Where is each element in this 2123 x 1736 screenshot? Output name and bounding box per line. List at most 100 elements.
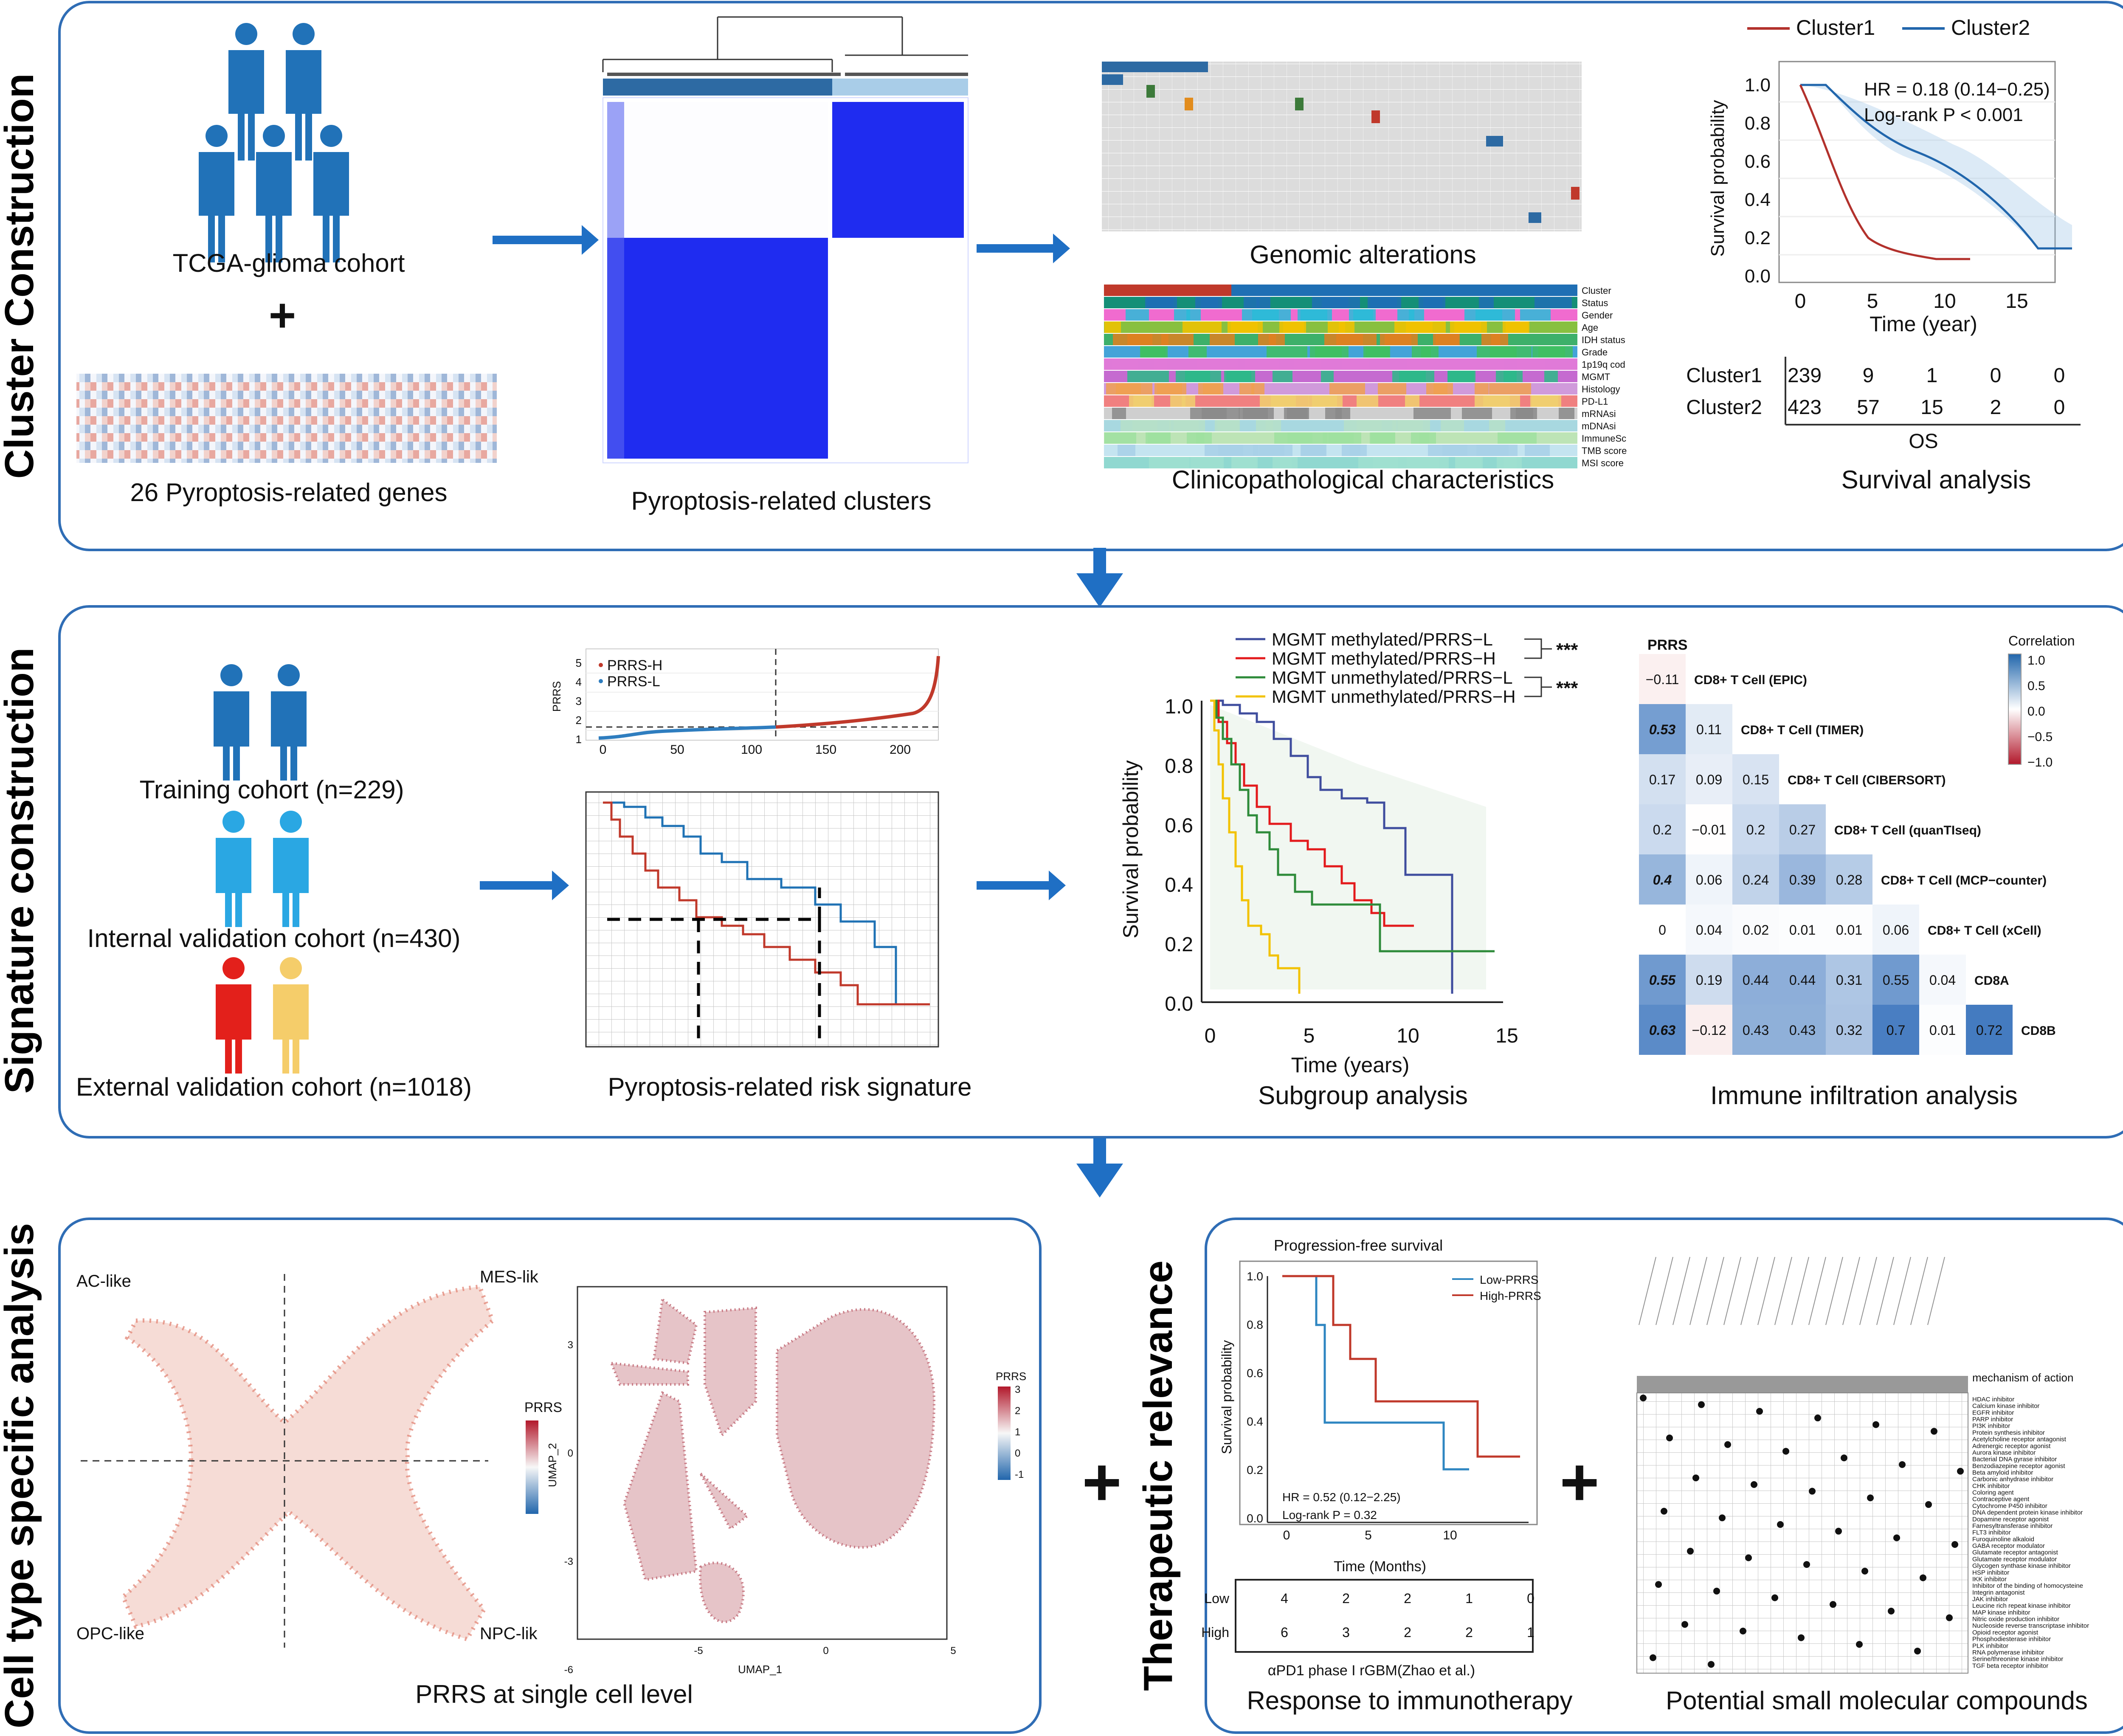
pfs-legend-high: High-PRRS [1480, 1289, 1541, 1302]
corr-value-3-0: 0.2 [1653, 822, 1672, 837]
pfs-hr: HR = 0.52 (0.12−2.25) [1282, 1491, 1401, 1504]
subgroup-ytick-2: 0.6 [1165, 814, 1193, 837]
compound-dot-2 [1756, 1408, 1763, 1415]
subgroup-ytick-3: 0.4 [1165, 874, 1193, 896]
umap-legend-tick-4: -1 [1015, 1469, 1024, 1480]
arrow-down-icon [1076, 548, 1123, 607]
moa-item-14: Coloring agent [1972, 1489, 2014, 1496]
corr-cell-7-0 [1639, 1005, 1686, 1055]
compound-dot-4 [1872, 1421, 1879, 1428]
corr-cell-2-1 [1686, 754, 1732, 804]
umap-legend-tick-0: 3 [1015, 1384, 1020, 1395]
moa-item-34: Nucleoside reverse transcriptase inhibit… [1972, 1622, 2089, 1629]
compounds-caption: Potential small molecular compounds [1666, 1686, 2088, 1715]
compound-dot-3 [1814, 1415, 1821, 1422]
corr-value-5-5: 0.06 [1883, 922, 1909, 938]
immune-caption: Immune infiltration analysis [1710, 1081, 2018, 1110]
risk-row-name-0: Cluster1 [1686, 364, 1762, 387]
corr-row-label-4: CD8+ T Cell (MCP−counter) [1881, 874, 2047, 888]
clinico-track-label-0: Cluster [1582, 285, 1611, 296]
compound-dot-20 [1835, 1527, 1842, 1535]
pfs-risk-cell-1-3: 2 [1465, 1625, 1473, 1640]
corr-cell-1-1 [1686, 704, 1732, 754]
compound-dot-10 [1899, 1461, 1906, 1468]
pfs-title: Progression-free survival [1274, 1237, 1443, 1254]
corr-value-5-2: 0.02 [1743, 922, 1769, 938]
moa-item-12: Carbonic anhydrase inhibitor [1972, 1476, 2053, 1483]
umap-xtick-2: 5 [950, 1645, 956, 1657]
pfs-ytick-3: 0.4 [1247, 1415, 1263, 1428]
compound-matrix: mechanism of action HDAC inhibitorCalciu… [1636, 1257, 2089, 1674]
corr-cell-5-2 [1732, 905, 1779, 955]
compound-dot-1 [1698, 1401, 1705, 1408]
moa-item-18: Dopamine receptor agonist [1972, 1516, 2049, 1523]
corr-cell-5-0 [1639, 905, 1686, 955]
immune-header: PRRS [1647, 637, 1687, 653]
pfs-xtick-2: 10 [1443, 1528, 1457, 1542]
umap-legend-tick-3: 0 [1015, 1448, 1020, 1459]
corr-value-7-7: 0.72 [1976, 1023, 2002, 1038]
survival-ytick-4: 0.2 [1745, 228, 1771, 248]
moa-item-39: Serine/threonine kinase inhibitor [1972, 1656, 2063, 1663]
corr-value-7-2: 0.43 [1743, 1023, 1769, 1038]
moa-item-32: MAP kinase inhibitor [1972, 1609, 2030, 1616]
person-icon-group-training [214, 664, 307, 781]
corr-value-7-3: 0.43 [1789, 1023, 1816, 1038]
plus-sign-small: + [269, 289, 296, 341]
corr-value-4-3: 0.39 [1789, 872, 1816, 888]
compound-dot-5 [1931, 1428, 1937, 1435]
corr-value-5-0: 0 [1658, 922, 1666, 938]
corr-value-0-0: −0.11 [1646, 672, 1679, 687]
clinico-track-label-11: mDNAsi [1582, 421, 1616, 431]
pfs-ytick-2: 0.6 [1247, 1367, 1263, 1380]
pfs-risk-cell-0-1: 2 [1342, 1591, 1350, 1606]
survival-xticks: 0 5 10 15 [1795, 290, 2028, 313]
corr-legend-tick-0: 1.0 [2027, 654, 2045, 668]
umap-legend-tick-2: 1 [1015, 1426, 1020, 1438]
umap-ytick-2: -3 [564, 1556, 573, 1567]
genes-label: 26 Pyroptosis-related genes [130, 478, 447, 507]
corr-value-7-0: 0.63 [1649, 1023, 1675, 1038]
panel-cell-type [58, 1217, 1042, 1734]
risk-xtick-4: 200 [890, 743, 911, 757]
pfs-ytick-5: 0.0 [1247, 1512, 1263, 1525]
risk-plot-ylabel: PRRS [550, 681, 563, 712]
corr-cell-5-4 [1826, 905, 1872, 955]
moa-item-25: Glycogen synthase kinase inhibitor [1972, 1562, 2071, 1570]
corr-legend-tick-4: −1.0 [2027, 755, 2053, 769]
risk-ytick-3: 2 [576, 714, 582, 727]
pfs-risk-cell-1-2: 2 [1404, 1625, 1411, 1640]
pfs-ytick-0: 1.0 [1247, 1270, 1263, 1283]
moa-item-24: Glutamate receptor modulator [1972, 1556, 2057, 1563]
section-title-cluster: Cluster Construction [0, 73, 42, 479]
moa-item-35: Opioid receptor agonist [1972, 1629, 2039, 1636]
arrow-right-icon [493, 225, 599, 255]
risk-ytick-0: 5 [576, 657, 582, 669]
compound-dot-24 [1745, 1554, 1752, 1561]
gene-expression-heatmap [76, 374, 497, 463]
pfs-risk-name-0: Low [1204, 1591, 1230, 1606]
pfs-ylabel: Survival probability [1219, 1340, 1234, 1454]
compound-dot-11 [1957, 1468, 1964, 1475]
corr-value-2-2: 0.15 [1743, 772, 1769, 787]
person-icon-group-internal [216, 811, 309, 927]
corr-cell-4-2 [1732, 854, 1779, 905]
compound-dot-15 [1867, 1494, 1874, 1502]
genomic-label: Genomic alterations [1250, 240, 1476, 269]
compound-dot-25 [1803, 1561, 1810, 1568]
legend-prrs-h: PRRS-H [607, 657, 662, 674]
corr-cell-1-0 [1639, 704, 1686, 754]
quadrant-ac: AC-like [76, 1272, 131, 1291]
corr-cell-4-1 [1686, 854, 1732, 905]
subgroup-xtick-2: 10 [1397, 1025, 1419, 1047]
corr-value-7-1: −0.12 [1692, 1023, 1726, 1038]
corr-value-2-0: 0.17 [1649, 772, 1675, 787]
sig-stars-1: *** [1556, 640, 1578, 660]
clinico-track-label-9: PD-L1 [1582, 396, 1608, 407]
subgroup-legend-2: MGMT unmethylated/PRRS−L [1272, 668, 1513, 688]
subgroup-legend-3: MGMT unmethylated/PRRS−H [1272, 687, 1516, 707]
section-title-therapeutic: Therapeutic relevance [1135, 1260, 1181, 1691]
tcga-cohort-label: TCGA-glioma cohort [173, 249, 405, 277]
clinico-track-label-1: Status [1582, 298, 1608, 308]
corr-cell-3-3 [1779, 804, 1826, 854]
